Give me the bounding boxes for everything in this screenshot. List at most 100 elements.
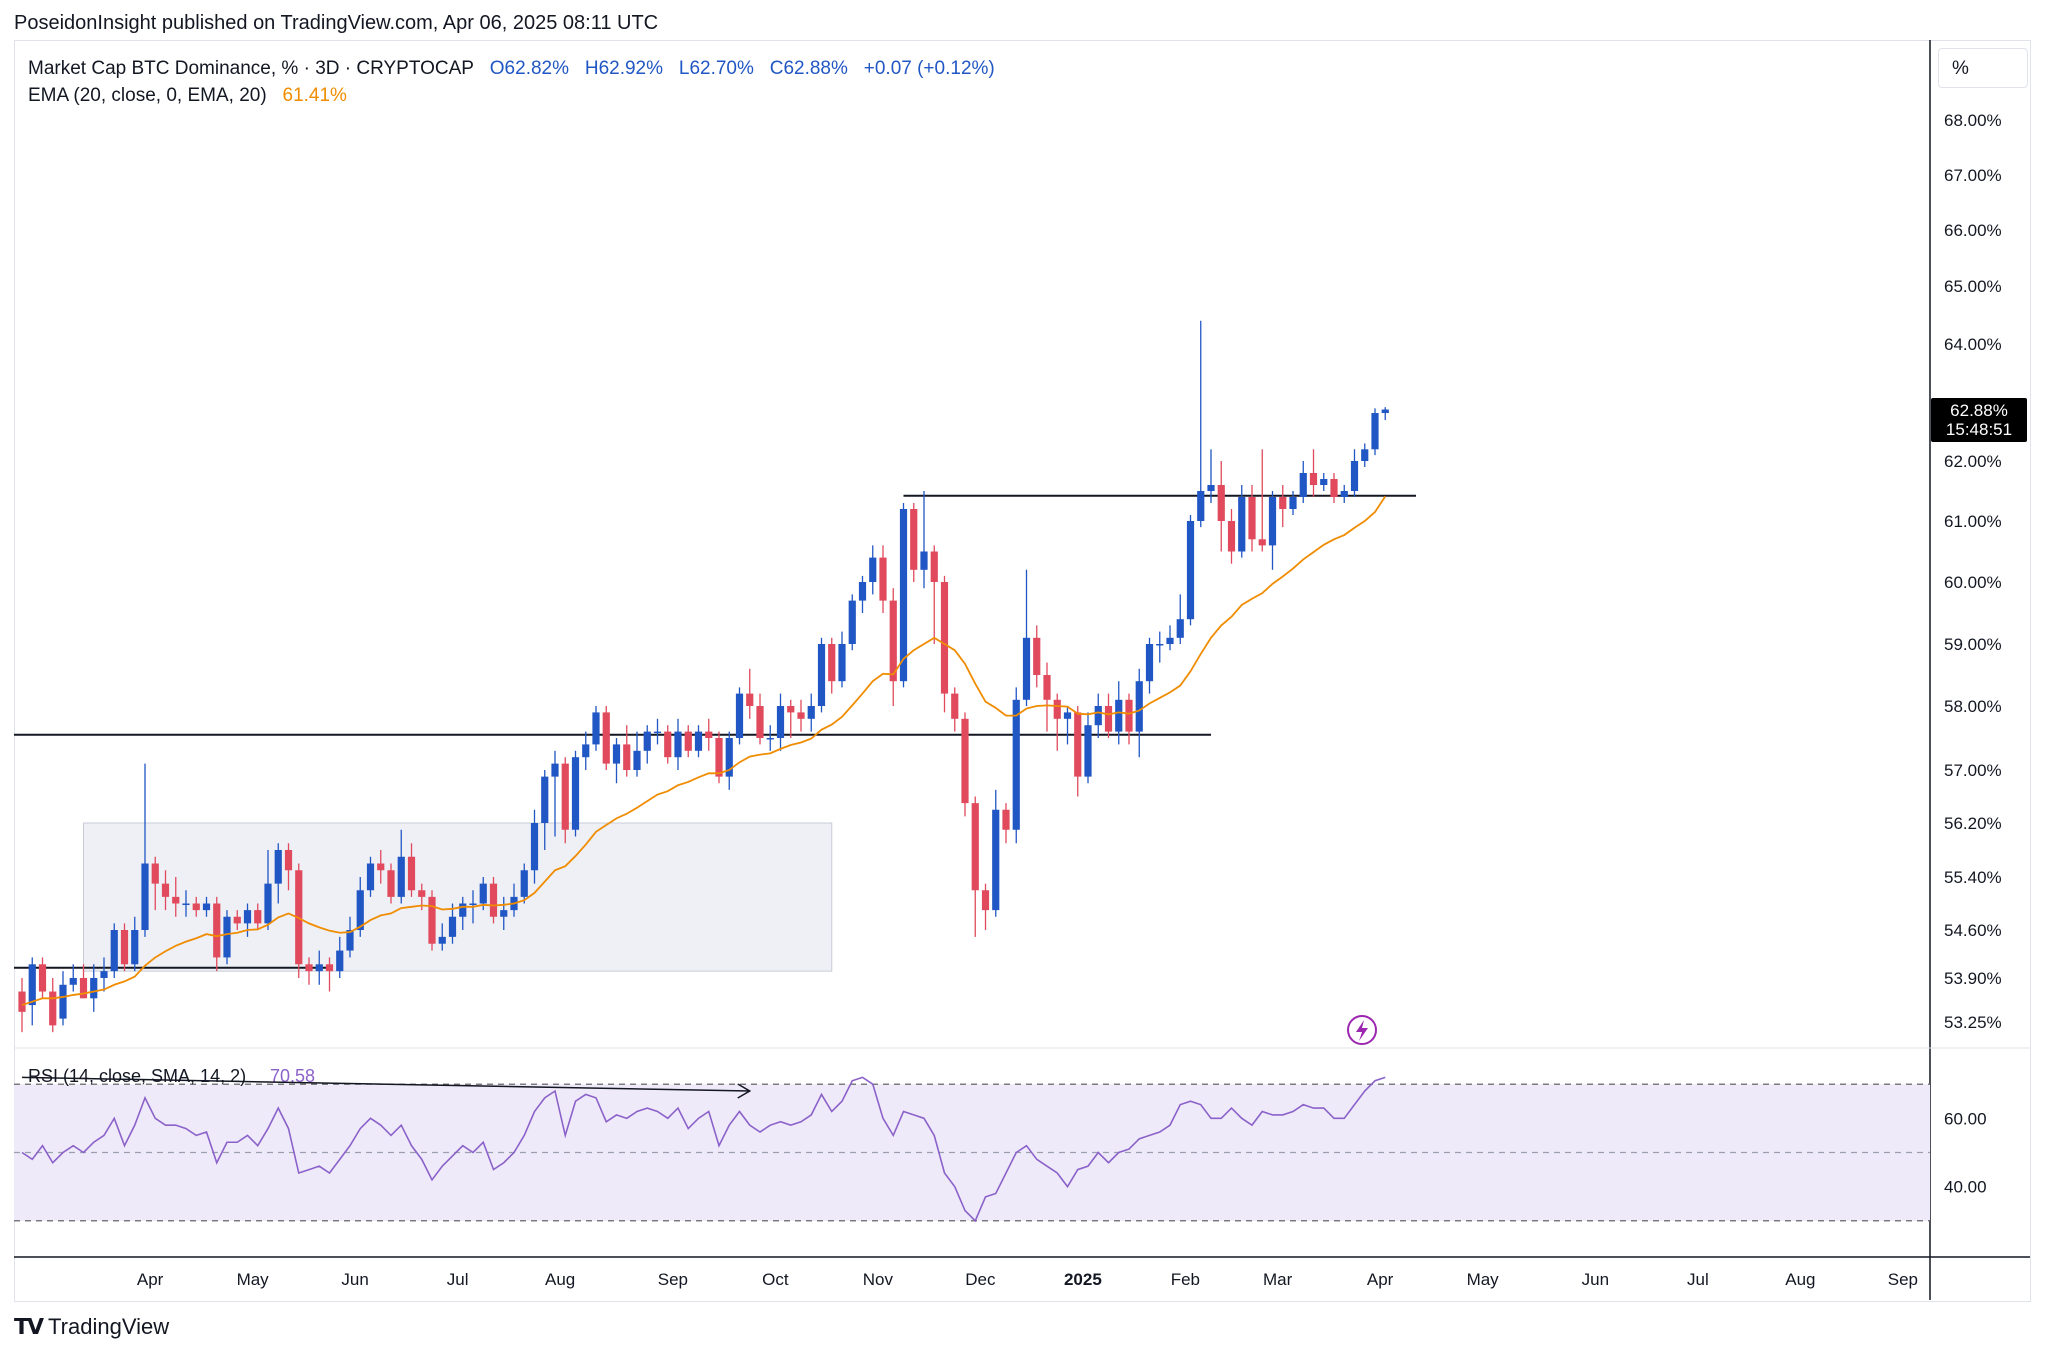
candle-body[interactable] — [910, 509, 918, 570]
candle-body[interactable] — [633, 750, 641, 770]
candle-body[interactable] — [971, 803, 979, 891]
candle-body[interactable] — [172, 896, 180, 904]
candle-body[interactable] — [213, 903, 221, 958]
candle-body[interactable] — [469, 903, 477, 906]
candle-body[interactable] — [366, 863, 375, 891]
candle-body[interactable] — [582, 744, 590, 758]
candle-body[interactable] — [1053, 699, 1061, 719]
candle-body[interactable] — [1238, 497, 1246, 552]
candle-body[interactable] — [664, 731, 672, 758]
candle-body[interactable] — [643, 731, 651, 751]
candle-body[interactable] — [930, 551, 938, 583]
candle-body[interactable] — [397, 856, 405, 897]
candle-body[interactable] — [500, 910, 508, 917]
candle-body[interactable] — [459, 903, 467, 917]
candle-body[interactable] — [694, 731, 703, 751]
candle-body[interactable] — [1330, 479, 1338, 497]
candle-body[interactable] — [1299, 473, 1307, 497]
candle-body[interactable] — [407, 856, 416, 891]
candle-body[interactable] — [418, 890, 426, 897]
candle-body[interactable] — [746, 693, 754, 706]
candle-body[interactable] — [49, 991, 57, 1026]
candle-body[interactable] — [315, 964, 323, 972]
ema-label[interactable]: EMA (20, close, 0, EMA, 20) — [28, 85, 267, 106]
candle-body[interactable] — [90, 978, 98, 999]
candle-body[interactable] — [336, 950, 344, 972]
candle-body[interactable] — [684, 731, 692, 751]
candle-body[interactable] — [110, 930, 118, 972]
candle-body[interactable] — [325, 964, 334, 972]
candle-body[interactable] — [1156, 644, 1164, 646]
candle-body[interactable] — [530, 823, 539, 871]
candle-body[interactable] — [79, 978, 88, 999]
candle-body[interactable] — [879, 557, 887, 601]
candle-body[interactable] — [551, 763, 559, 777]
candle-body[interactable] — [869, 557, 877, 582]
candle-body[interactable] — [756, 706, 764, 738]
candle-body[interactable] — [981, 890, 990, 911]
candle-body[interactable] — [951, 693, 959, 719]
candle-body[interactable] — [961, 718, 969, 804]
candle-body[interactable] — [1063, 712, 1072, 719]
candle-body[interactable] — [602, 712, 610, 764]
candle-body[interactable] — [1279, 497, 1287, 509]
candle-body[interactable] — [141, 863, 149, 931]
divergence-arrow-line[interactable] — [21, 1076, 750, 1092]
candle-body[interactable] — [1176, 619, 1184, 638]
candle-body[interactable] — [131, 930, 139, 965]
candle-body[interactable] — [817, 644, 826, 706]
candle-body[interactable] — [571, 757, 580, 830]
candle-body[interactable] — [561, 763, 569, 830]
candle-body[interactable] — [623, 744, 631, 770]
candle-body[interactable] — [1381, 409, 1389, 414]
candle-body[interactable] — [438, 936, 446, 944]
candle-body[interactable] — [940, 582, 949, 694]
candle-body[interactable] — [592, 712, 600, 745]
candle-body[interactable] — [264, 883, 272, 924]
candle-body[interactable] — [1166, 637, 1174, 644]
candle-body[interactable] — [387, 870, 395, 897]
candle-body[interactable] — [1371, 413, 1379, 450]
candle-body[interactable] — [377, 863, 385, 871]
candle-body[interactable] — [254, 910, 262, 924]
candle-body[interactable] — [1227, 521, 1236, 552]
candle-body[interactable] — [797, 712, 805, 719]
candle-body[interactable] — [284, 850, 293, 871]
candle-body[interactable] — [1022, 637, 1031, 700]
candle-body[interactable] — [1350, 461, 1359, 491]
tradingview-logo[interactable]: 𝗧𝗩 TradingView — [14, 1314, 169, 1340]
candle-body[interactable] — [1094, 706, 1102, 726]
candle-body[interactable] — [489, 883, 498, 917]
candle-body[interactable] — [1125, 699, 1133, 732]
legend-symbol[interactable]: Market Cap BTC Dominance, % · 3D · CRYPT… — [28, 58, 474, 79]
candle-body[interactable] — [1217, 485, 1225, 521]
candle-body[interactable] — [1084, 725, 1092, 777]
candle-body[interactable] — [479, 883, 487, 904]
candle-body[interactable] — [202, 903, 211, 911]
candle-body[interactable] — [1115, 699, 1123, 732]
candle-body[interactable] — [161, 883, 170, 897]
candle-body[interactable] — [1145, 644, 1154, 682]
candle-body[interactable] — [807, 706, 815, 719]
candle-body[interactable] — [899, 509, 908, 682]
candle-body[interactable] — [766, 738, 774, 740]
candle-body[interactable] — [305, 964, 313, 972]
candle-body[interactable] — [1043, 675, 1051, 700]
candle-body[interactable] — [428, 896, 436, 944]
rsi-line[interactable] — [21, 1076, 1386, 1223]
percent-scale-button[interactable]: % — [1938, 48, 2028, 88]
candle-body[interactable] — [1033, 637, 1041, 675]
candle-body[interactable] — [100, 971, 108, 978]
candle-body[interactable] — [356, 890, 364, 930]
candle-body[interactable] — [346, 930, 354, 951]
candle-body[interactable] — [725, 738, 733, 777]
candle-body[interactable] — [1309, 473, 1318, 485]
candle-body[interactable] — [1012, 699, 1020, 830]
candle-body[interactable] — [448, 916, 457, 937]
candle-body[interactable] — [776, 706, 785, 738]
candle-body[interactable] — [59, 984, 67, 1019]
range-box[interactable] — [83, 822, 833, 972]
candle-body[interactable] — [120, 930, 129, 965]
candle-body[interactable] — [1289, 497, 1297, 509]
